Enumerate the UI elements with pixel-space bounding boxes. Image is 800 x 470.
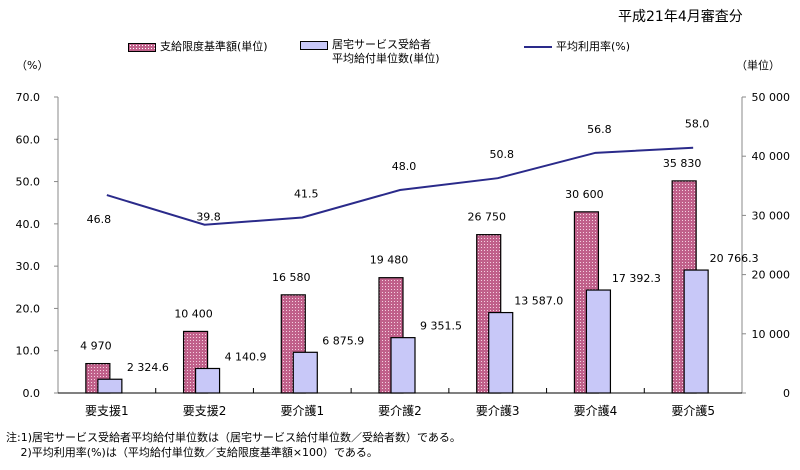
bar-average-label: 13 587.0 [514, 295, 563, 308]
bar-average [292, 351, 318, 394]
left-tick-label: 20.0 [16, 302, 41, 315]
right-tick-label: 10 000 [752, 328, 791, 341]
category-label: 要支援2 [183, 404, 227, 418]
legend-label-average-2: 平均給付単位数(単位) [332, 52, 440, 65]
line-rate-label: 46.8 [87, 213, 112, 226]
bar-limit-label: 16 580 [272, 271, 311, 284]
left-axis-unit: （%） [16, 59, 49, 72]
category-label: 要介護1 [280, 403, 324, 418]
footnote-1: 注:1)居宅サービス受給者平均給付単位数は（居宅サービス給付単位数／受給者数）で… [6, 431, 461, 444]
bar-average [488, 311, 514, 394]
footnotes: 注:1)居宅サービス受給者平均給付単位数は（居宅サービス給付単位数／受給者数）で… [6, 430, 461, 460]
bar-limit-label: 35 830 [663, 157, 702, 170]
category-label: 要介護5 [671, 403, 715, 418]
bar-average-label: 9 351.5 [420, 320, 462, 333]
line-rate-label: 50.8 [489, 148, 514, 161]
right-axis-unit: （単位） [736, 59, 780, 72]
category-label: 要介護3 [476, 403, 520, 418]
bar-average-label: 20 766.3 [710, 252, 759, 265]
left-tick-label: 70.0 [16, 91, 41, 104]
bar-average [97, 378, 123, 394]
legend-swatch-average [300, 40, 328, 50]
line-rate-label: 48.0 [392, 160, 417, 173]
legend-item-average: 居宅サービス受給者 平均給付単位数(単位) [300, 38, 440, 66]
right-tick-label: 40 000 [752, 150, 791, 163]
bar-average [585, 289, 612, 394]
legend-label-average-1: 居宅サービス受給者 [332, 38, 431, 51]
bar-limit-label: 10 400 [174, 307, 213, 320]
left-tick-label: 0.0 [23, 387, 41, 400]
bar-average-label: 2 324.6 [127, 361, 169, 374]
category-label: 要介護2 [378, 403, 422, 418]
right-tick-label: 50 000 [752, 91, 791, 104]
bar-average-label: 4 140.9 [225, 350, 267, 363]
bar-limit-label: 30 600 [565, 188, 604, 201]
bar-limit-label: 19 480 [370, 254, 409, 267]
bar-limit-label: 4 970 [80, 340, 112, 353]
bar-average [194, 367, 221, 394]
date-note: 平成21年4月審査分 [618, 9, 743, 25]
bar-average-label: 17 392.3 [612, 272, 661, 285]
line-rate-label: 41.5 [294, 188, 319, 201]
left-tick-label: 10.0 [16, 345, 41, 358]
legend-label-rate: 平均利用率(%) [556, 40, 631, 53]
line-rate-label: 58.0 [685, 118, 710, 131]
left-tick-label: 30.0 [16, 260, 41, 273]
line-rate-label: 56.8 [587, 123, 612, 136]
left-tick-label: 50.0 [16, 176, 41, 189]
right-tick-label: 30 000 [752, 209, 791, 222]
legend-item-limit: 支給限度基準額(単位) [128, 38, 268, 54]
right-tick-label: 20 000 [752, 269, 791, 282]
category-label: 要介護4 [574, 403, 618, 418]
bar-average [683, 269, 709, 394]
line-rate-label: 39.8 [196, 211, 221, 224]
category-label: 要支援1 [85, 404, 129, 418]
left-tick-label: 40.0 [16, 218, 41, 231]
legend-item-rate: 平均利用率(%) [524, 38, 630, 54]
bar-average [390, 337, 416, 394]
legend-label-limit: 支給限度基準額(単位) [160, 40, 268, 53]
legend-swatch-limit [128, 42, 156, 52]
left-tick-label: 60.0 [16, 133, 41, 146]
footnote-2: 2)平均利用率(%)は（平均給付単位数／支給限度基準額×100）である。 [6, 446, 378, 459]
legend-line-rate [524, 46, 552, 48]
right-tick-label: 0 [783, 387, 790, 400]
bar-limit-label: 26 750 [467, 211, 506, 224]
bar-average-label: 6 875.9 [322, 334, 364, 347]
